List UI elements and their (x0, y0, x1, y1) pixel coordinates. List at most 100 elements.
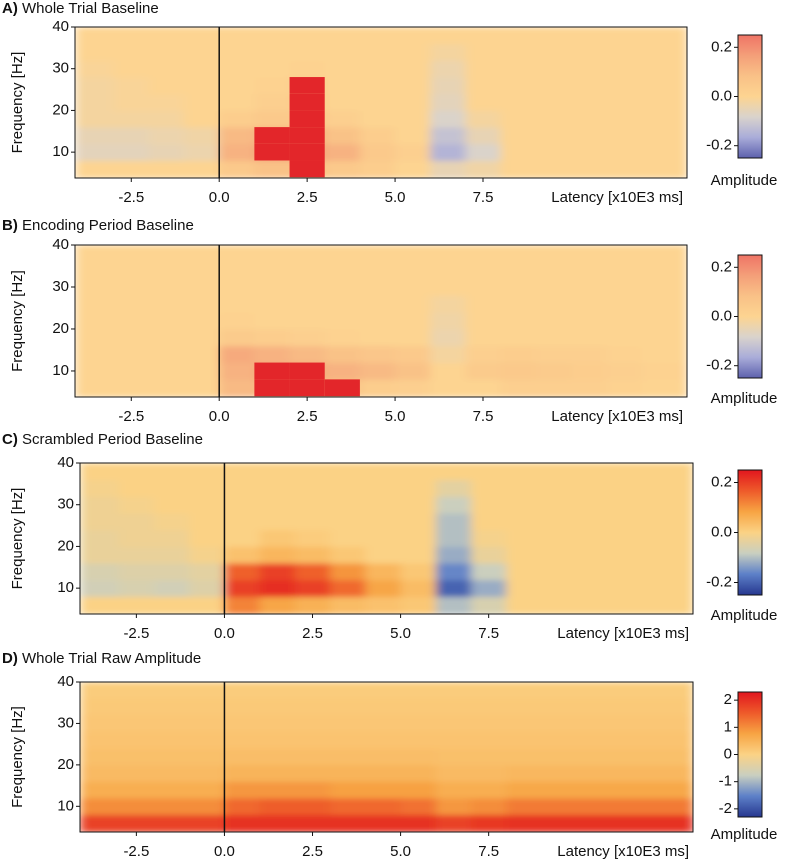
heatmap-cell (365, 579, 402, 597)
heatmap-cell (395, 160, 431, 178)
significance-cell (184, 295, 219, 312)
heatmap-cell (330, 798, 366, 816)
heatmap-cell (435, 596, 472, 614)
colorbar-tick-label: 0.0 (711, 87, 732, 104)
heatmap-cell (647, 781, 693, 799)
heatmap-cell (576, 579, 613, 597)
significance-cell (254, 329, 289, 346)
heatmap-cell (647, 513, 693, 531)
heatmap-cell (430, 60, 466, 78)
x-axis-label: Latency [x10E3 ms] (557, 625, 689, 642)
heatmap-cell (435, 513, 472, 531)
panel: B) Encoding Period Baseline -2.5 0.0 2.5 5.0… (2, 217, 777, 425)
x-tick-label: 2.5 (297, 189, 318, 206)
heatmap-cell (535, 110, 572, 128)
colorbar-label: Amplitude (711, 826, 778, 843)
significance-cell (325, 262, 360, 279)
heatmap-cell (118, 748, 155, 766)
heatmap-cell (184, 328, 220, 347)
significance-cell (395, 60, 430, 77)
heatmap-cell (400, 579, 437, 597)
significance-cell (641, 110, 676, 127)
heatmap-cell (647, 463, 693, 481)
y-axis-label: Frequency [Hz] (9, 270, 26, 372)
significance-cell (219, 127, 254, 144)
significance-cell (395, 379, 430, 396)
colorbar (737, 254, 763, 379)
significance-cell (79, 346, 114, 363)
heatmap-cell (435, 798, 472, 816)
heatmap-cell (359, 160, 396, 178)
x-tick-label: 7.5 (478, 843, 499, 860)
significance-cell (114, 77, 149, 94)
heatmap-cell (189, 596, 225, 614)
heatmap-cell (506, 596, 543, 614)
heatmap-cell (219, 312, 255, 330)
significance-cell (79, 44, 114, 61)
heatmap-cell (576, 496, 613, 514)
heatmap-cell (219, 143, 255, 161)
heatmap-cell (359, 43, 396, 61)
heatmap-cell (113, 43, 150, 61)
heatmap-cell (541, 529, 578, 547)
heatmap-cell (365, 715, 402, 733)
significance-cell (289, 379, 325, 397)
heatmap-cell (541, 513, 578, 531)
significance-cell (536, 110, 571, 127)
significance-cell (430, 346, 465, 363)
heatmap-cell (294, 463, 331, 481)
heatmap-cell (570, 43, 607, 61)
significance-cell (184, 245, 219, 262)
significance-cell (395, 245, 430, 262)
heatmap-cells (80, 682, 693, 832)
colorbar-tick-label: 2 (724, 691, 732, 708)
x-axis-label: Latency [x10E3 ms] (551, 189, 683, 206)
panel-title: C) Scrambled Period Baseline (2, 431, 203, 448)
heatmap-cell (80, 698, 120, 716)
y-tick-label: 30 (57, 496, 74, 513)
heatmap-cell (576, 563, 613, 581)
heatmap-cell (294, 579, 331, 597)
heatmap-cell (259, 546, 296, 564)
significance-cell (254, 77, 289, 94)
heatmap-cell (184, 295, 220, 313)
significance-cell (641, 279, 676, 296)
heatmap-cell (294, 529, 331, 547)
heatmap-cell (506, 698, 543, 716)
heatmap-cell (430, 328, 466, 347)
heatmap-cell (541, 715, 578, 733)
significance-cell (289, 77, 325, 94)
significance-cell (79, 60, 114, 77)
heatmap-cell (570, 93, 607, 111)
heatmap-cell (219, 43, 255, 61)
heatmap-cell (365, 496, 402, 514)
heatmap-cell (611, 798, 648, 816)
heatmap-cell (576, 798, 613, 816)
heatmap-cell (465, 362, 502, 380)
heatmap-cell (184, 127, 220, 145)
heatmap-cell (611, 496, 648, 514)
heatmap-cell (647, 814, 693, 832)
heatmap-cell (471, 596, 507, 614)
y-tick-label: 10 (52, 362, 69, 379)
heatmap-cell (75, 295, 115, 313)
heatmap-cell (535, 93, 572, 111)
heatmap-cell (80, 563, 120, 581)
heatmap-cell (541, 596, 578, 614)
significance-cell (184, 279, 219, 296)
heatmap-cell (118, 731, 155, 749)
significance-cell (465, 27, 500, 44)
significance-cell (536, 245, 571, 262)
heatmap-cell (148, 295, 185, 313)
significance-cell (536, 160, 571, 177)
heatmap-cell (113, 127, 150, 145)
heatmap-cell (259, 496, 296, 514)
heatmap-cell (435, 781, 472, 799)
heatmap-cell (359, 362, 396, 380)
heatmap-cell (641, 143, 687, 161)
significance-cell (606, 279, 641, 296)
significance-cell (325, 27, 360, 44)
heatmap-cell (647, 798, 693, 816)
significance-cell (536, 346, 571, 363)
heatmap-cell (465, 278, 502, 296)
